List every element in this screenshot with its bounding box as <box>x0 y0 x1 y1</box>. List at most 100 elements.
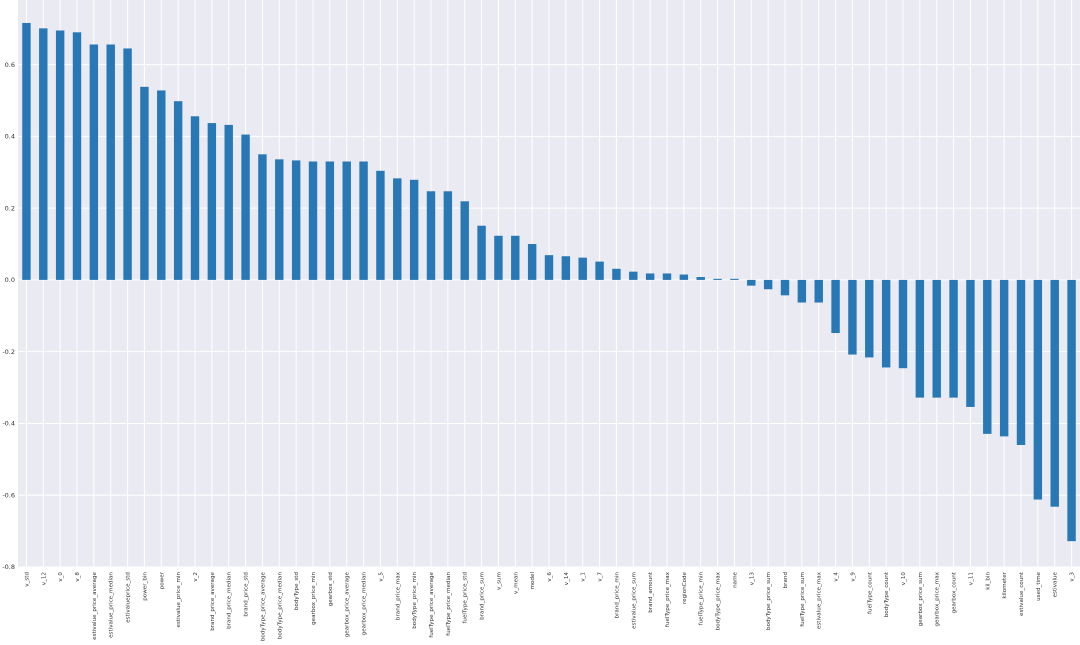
x-tick-label: v_1 <box>581 572 587 582</box>
x-tick-label: brand_price_max <box>395 571 401 620</box>
x-tick-label: v_12 <box>41 572 47 585</box>
bar <box>409 179 419 280</box>
bar <box>1067 279 1076 542</box>
bar <box>224 124 233 280</box>
bar <box>797 279 807 303</box>
bar <box>881 279 891 368</box>
bar <box>544 255 554 280</box>
x-tick-label: bodyType_price_median <box>277 572 283 640</box>
bar <box>376 170 385 280</box>
x-tick-label: regionCode <box>682 571 688 604</box>
bar <box>1050 279 1059 507</box>
x-tick-label: fuelType_price_sum <box>800 572 806 627</box>
x-tick-label: v_sum <box>496 572 502 590</box>
y-tick-label: -0.4 <box>2 420 15 428</box>
bar <box>106 44 115 280</box>
bar <box>561 256 571 280</box>
x-tick-label: gearbox_price_max <box>935 571 941 626</box>
x-tick-label: v_6 <box>547 572 553 582</box>
x-tick-label: name <box>732 571 738 587</box>
x-tick-label: brand_price_sum <box>480 572 486 620</box>
x-tick-label: estivalue_price_max <box>817 571 823 629</box>
bar <box>157 90 166 280</box>
bar <box>696 277 705 280</box>
x-tick-label: kilometer <box>1002 571 1008 598</box>
x-tick-label: fuelType_price_median <box>446 572 452 636</box>
x-tick-label: brand_price_std <box>244 572 250 617</box>
bar <box>275 159 284 280</box>
bar <box>763 279 773 290</box>
bar <box>1016 279 1026 445</box>
bar <box>645 273 655 280</box>
bar <box>629 271 638 280</box>
x-tick-label: brand_price_average <box>210 571 216 630</box>
bar <box>342 161 351 280</box>
bar <box>359 161 368 280</box>
bar <box>713 278 722 280</box>
bar <box>848 279 857 355</box>
x-tick-label: gearbox_price_median <box>362 572 368 636</box>
x-tick-label: brand_price_min <box>614 572 620 619</box>
x-tick-label: fuelType_price_max <box>665 571 671 627</box>
bar <box>679 274 689 280</box>
bar <box>291 160 301 280</box>
bar <box>22 22 31 280</box>
x-tick-label: v_9 <box>850 572 856 582</box>
x-tick-label: v_std <box>24 572 30 587</box>
bar <box>511 235 520 280</box>
x-tick-label: estivalue_price_min <box>176 572 182 628</box>
bar <box>393 178 402 280</box>
bar <box>780 279 790 296</box>
y-tick-label: 0.4 <box>5 133 15 141</box>
x-tick-label: estivalue_price_median <box>109 572 115 638</box>
x-tick-label: v_13 <box>749 572 755 586</box>
bar <box>999 279 1009 437</box>
x-tick-label: model <box>530 572 536 590</box>
bar <box>612 268 621 280</box>
bar <box>814 279 823 303</box>
bar <box>915 279 925 398</box>
x-axis-ticks: v_std v_12 v_0 v_8 estivalue_price_average es… <box>24 571 1075 641</box>
bar <box>477 225 486 280</box>
bar <box>662 273 672 280</box>
x-tick-label: estivalue <box>1053 571 1059 597</box>
bar <box>966 279 975 407</box>
x-tick-label: v_5 <box>378 572 384 582</box>
y-tick-label: 0.2 <box>5 204 15 212</box>
bar <box>325 161 335 280</box>
x-tick-label: v_3 <box>1070 572 1076 582</box>
x-tick-label: gearbox_count <box>952 571 958 613</box>
x-tick-label: bodyType_price_sum <box>766 572 772 630</box>
x-tick-label: bodyType_count <box>884 571 890 617</box>
x-tick-label: fuelType_price_average <box>429 571 435 637</box>
x-tick-label: kil_bin <box>985 572 991 590</box>
x-tick-label: gearbox_price_average <box>345 571 351 637</box>
bar <box>308 161 318 280</box>
y-tick-label: 0.0 <box>5 276 15 284</box>
x-tick-label: brand_amount <box>648 571 654 613</box>
bar <box>89 44 99 280</box>
bar <box>494 235 503 280</box>
bar <box>443 191 453 280</box>
x-tick-label: power_bin <box>142 572 148 601</box>
x-tick-label: v_mean <box>513 572 519 594</box>
bar <box>898 279 908 369</box>
bar <box>595 261 604 280</box>
bar <box>578 257 587 280</box>
bars <box>22 22 1076 542</box>
bar <box>831 279 840 334</box>
x-tick-label: v_2 <box>193 572 199 582</box>
y-tick-label: -0.6 <box>2 491 15 499</box>
bar <box>1033 279 1043 500</box>
x-tick-label: estivalue_price_average <box>92 571 98 639</box>
y-tick-label: -0.8 <box>2 563 15 571</box>
x-tick-label: fuelType_price_std <box>463 572 469 624</box>
x-tick-label: brand <box>783 572 789 589</box>
x-tick-label: bodyType_price_average <box>260 571 266 641</box>
x-tick-label: estivalue_count <box>1019 571 1025 616</box>
bar <box>39 28 48 280</box>
x-tick-label: v_0 <box>58 572 64 582</box>
y-axis-ticks: -0.8 -0.6 -0.4 -0.2 0.0 0.2 0.4 0.6 <box>2 61 15 571</box>
bar <box>949 279 958 398</box>
